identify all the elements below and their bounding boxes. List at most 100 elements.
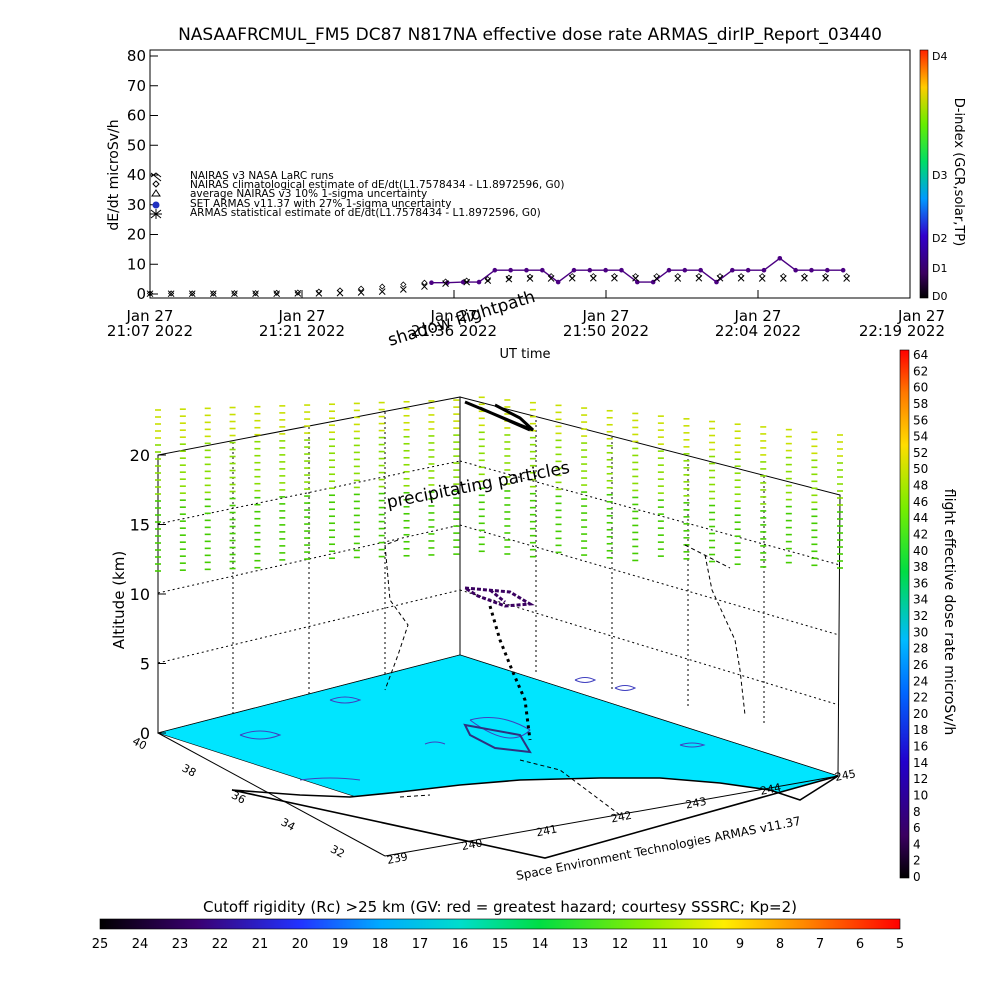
y-tick-label: 80	[127, 47, 146, 65]
armas-data-point	[793, 267, 798, 273]
cutoff-tick-label: 21	[252, 937, 269, 952]
dose-tick-label: 46	[913, 495, 928, 509]
cutoff-tick-label: 7	[816, 937, 824, 952]
legend-symbol-set-armas	[152, 201, 160, 209]
dose-tick-label: 6	[913, 821, 921, 835]
precipitating-particles-field	[155, 396, 843, 572]
nairas-clim-point	[801, 273, 808, 280]
dose-tick-label: 62	[913, 364, 928, 378]
armas-data-point	[492, 267, 498, 273]
contour-line	[329, 696, 362, 704]
nairas-clim-point	[442, 278, 449, 285]
x-tick-label-time: 21:50 2022	[563, 322, 649, 340]
cutoff-tick-label: 17	[412, 937, 429, 952]
grid-line	[459, 460, 841, 566]
d-index-label: D-index (GCR,solar,TP)	[951, 98, 966, 246]
dose-tick-label: 16	[913, 740, 928, 754]
cutoff-tick-label: 12	[612, 937, 629, 952]
x-tick-label-time: 21:07 2022	[107, 322, 193, 340]
cutoff-tick-label: 25	[92, 937, 109, 952]
armas-data-point	[540, 267, 545, 273]
dose-tick-label: 0	[913, 870, 921, 884]
armas-data-point	[555, 279, 561, 285]
dose-tick-label: 52	[913, 446, 928, 460]
nairas-clim-point	[780, 273, 787, 280]
nairas-clim-point	[273, 289, 280, 296]
top-y-axis-ticks: 0 10 20 30 40 50 60 70 80	[127, 47, 158, 303]
nairas-clim-point	[611, 273, 618, 280]
nairas-clim-point	[210, 290, 217, 297]
flight-track-mid	[464, 586, 535, 608]
armas-data-point	[777, 255, 783, 261]
y-tick-label: 30	[127, 196, 146, 214]
nairas-clim-point	[146, 290, 154, 297]
armas-stat-point	[378, 288, 386, 295]
grid-line	[157, 589, 461, 664]
armas-data-point	[524, 267, 529, 273]
cutoff-tick-label: 19	[332, 937, 349, 952]
nairas-clim-point	[294, 289, 301, 296]
map-floor: 40 38 36 34 32 239 240 241 242 243 244 245	[130, 654, 857, 867]
shadow-track-floor	[399, 759, 621, 816]
figure-title: NASAAFRCMUL_FM5 DC87 N817NA effective do…	[178, 25, 882, 45]
altitude-tick-label: 20	[130, 446, 150, 465]
contour-line	[239, 730, 282, 740]
y-tick-label: 10	[127, 255, 146, 273]
x-tick-label-date: Jan 27	[582, 307, 630, 325]
d-index-tick-label: D4	[932, 50, 947, 63]
dose-tick-label: 26	[913, 658, 928, 672]
dose-tick-label: 2	[913, 854, 921, 868]
nairas-clim-point	[695, 273, 702, 280]
legend-symbols	[150, 172, 162, 219]
armas-stat-point	[231, 290, 238, 298]
d-index-ticks: D0 D1 D2 D3 D4	[932, 50, 947, 303]
cutoff-tick-label: 9	[736, 937, 744, 952]
d-index-tick-label: D3	[932, 169, 947, 182]
legend-item-4: ARMAS statistical estimate of dE/dt(L1.7…	[190, 207, 541, 219]
nairas-clim-point	[400, 281, 407, 288]
x-tick-label-date: Jan 27	[430, 307, 478, 325]
armas-stat-point	[399, 286, 407, 293]
cutoff-tick-label: 22	[212, 937, 229, 952]
armas-data-point	[825, 267, 830, 273]
cutoff-tick-label: 23	[172, 937, 189, 952]
shadow-flightpath-annotation: shadow flightpath	[386, 287, 538, 351]
floor-contours	[239, 677, 706, 781]
armas-stat-point	[421, 283, 428, 290]
top-plot-frame	[149, 49, 911, 299]
cutoff-tick-label: 15	[492, 937, 509, 952]
dose-colorbar	[899, 349, 910, 879]
legend-item-0: NAIRAS v3 NASA LaRC runs	[190, 170, 334, 182]
dose-tick-label: 14	[913, 756, 928, 770]
longitude-tick-label: 239	[386, 850, 409, 867]
dose-colorbar-ticks: 0246810121416182022242628303234363840424…	[913, 348, 928, 884]
x-tick-label-time: 21:21 2022	[259, 322, 345, 340]
top-series-layer	[146, 255, 851, 298]
cutoff-colorbar-label: Cutoff rigidity (Rc) >25 km (GV: red = g…	[203, 898, 797, 916]
dose-tick-label: 38	[913, 560, 928, 574]
armas-data-point	[666, 267, 672, 273]
armas-stat-point	[294, 290, 302, 297]
dose-tick-label: 42	[913, 527, 928, 541]
armas-stat-point	[209, 290, 217, 298]
contour-line	[299, 777, 361, 781]
nairas-clim-point	[505, 274, 512, 281]
legend-item-1: NAIRAS climatological estimate of dE/dt(…	[190, 179, 564, 191]
cutoff-tick-label: 20	[292, 937, 309, 952]
latitude-tick-label: 34	[279, 816, 297, 834]
x-tick-label-date: Jan 27	[278, 307, 326, 325]
nairas-clim-point	[653, 273, 660, 280]
altitude-tick-label: 15	[130, 516, 150, 535]
dose-tick-label: 10	[913, 788, 928, 802]
nairas-clim-point	[463, 277, 470, 284]
contour-line	[614, 685, 637, 691]
dose-tick-label: 54	[913, 430, 928, 444]
armas-data-point	[730, 267, 735, 273]
legend-item-2: average NAIRAS v3 10% 1-sigma uncertaint…	[190, 188, 427, 200]
cutoff-tick-label: 24	[132, 937, 149, 952]
dose-tick-label: 12	[913, 772, 928, 786]
dose-tick-label: 58	[913, 397, 928, 411]
y-tick-label: 60	[127, 107, 146, 125]
